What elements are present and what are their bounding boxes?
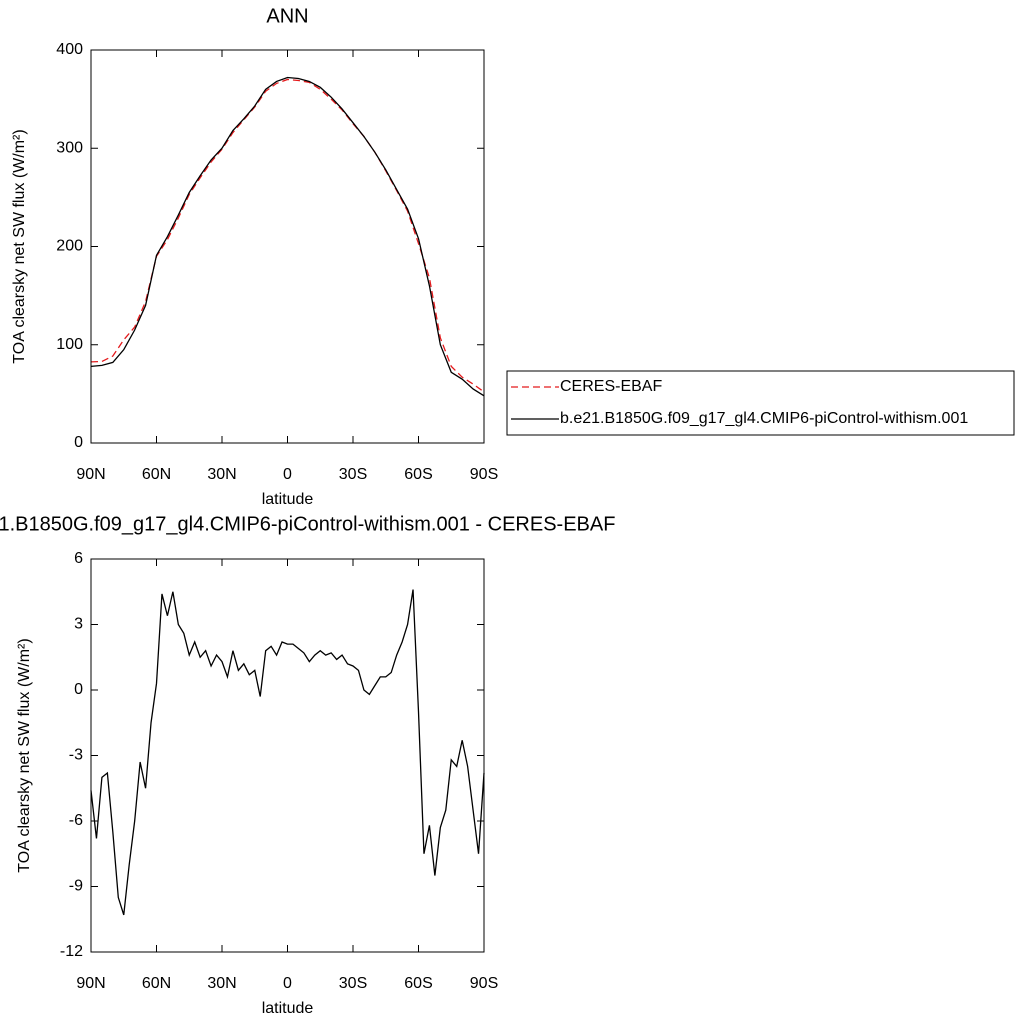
x-tick-label: 30S [339, 975, 367, 992]
x-tick-label: 60N [142, 466, 171, 483]
data-line [90, 76, 485, 397]
legend-box [506, 370, 1015, 436]
x-tick-label: 60S [404, 466, 432, 483]
y-tick-label: -6 [69, 812, 83, 829]
y-tick-label: 6 [74, 550, 83, 567]
x-tick-label: 0 [283, 975, 292, 992]
x-tick-label: 60S [404, 975, 432, 992]
x-tick-label: 60N [142, 975, 171, 992]
y-tick-label: 0 [74, 434, 83, 451]
x-tick-label: 90N [76, 466, 105, 483]
plot-frame [90, 49, 485, 444]
data-line [90, 589, 485, 916]
y-tick-label: 400 [56, 41, 83, 58]
y-axis-label: TOA clearsky net SW flux (W/m²) [11, 129, 28, 363]
plot-frame [90, 558, 485, 953]
x-axis-label: latitude [262, 1000, 314, 1017]
x-tick-label: 30N [207, 975, 236, 992]
x-tick-label: 90S [470, 975, 498, 992]
x-tick-label: 90S [470, 466, 498, 483]
y-tick-label: -9 [69, 878, 83, 895]
x-tick-label: 90N [76, 975, 105, 992]
y-axis-label: TOA clearsky net SW flux (W/m²) [16, 638, 33, 872]
data-line [90, 78, 485, 393]
y-tick-label: 300 [56, 139, 83, 156]
legend-label: b.e21.B1850G.f09_g17_gl4.CMIP6-piControl… [560, 410, 968, 427]
x-tick-label: 0 [283, 466, 292, 483]
x-tick-label: 30N [207, 466, 236, 483]
y-tick-label: -12 [60, 943, 83, 960]
chart-title: ANN [266, 5, 308, 27]
y-tick-label: -3 [69, 747, 83, 764]
y-tick-label: 0 [74, 681, 83, 698]
legend-label: CERES-EBAF [560, 378, 662, 395]
y-tick-label: 100 [56, 336, 83, 353]
chart-title: b.e21.B1850G.f09_g17_gl4.CMIP6-piControl… [0, 513, 615, 535]
x-tick-label: 30S [339, 466, 367, 483]
y-tick-label: 3 [74, 616, 83, 633]
x-axis-label: latitude [262, 491, 314, 508]
y-tick-label: 200 [56, 238, 83, 255]
